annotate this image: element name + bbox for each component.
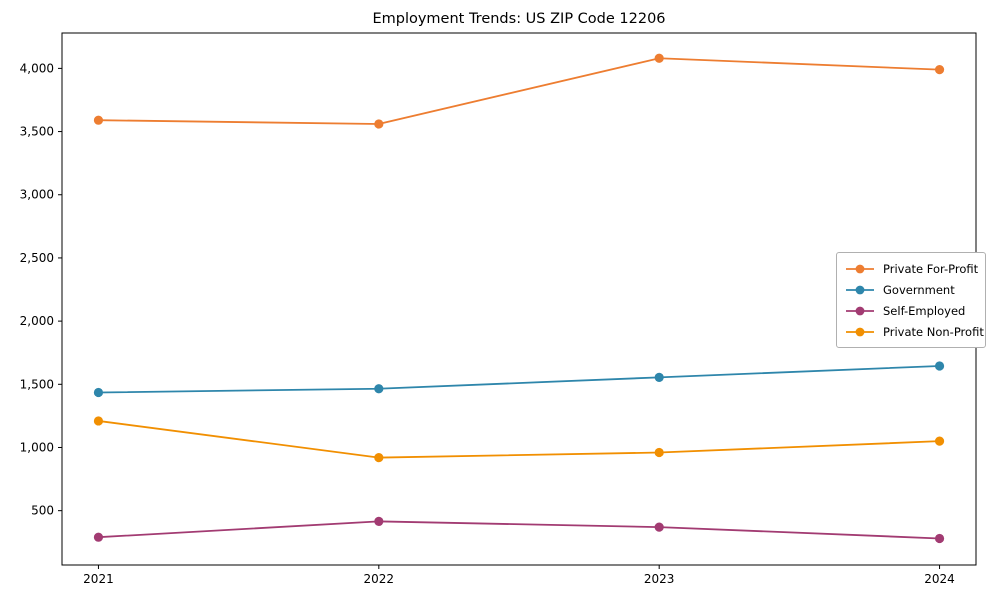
data-point bbox=[93, 416, 104, 426]
x-tick-label: 2022 bbox=[364, 572, 395, 586]
data-point bbox=[934, 533, 945, 544]
x-tick-label: 2023 bbox=[644, 572, 675, 586]
y-tick-label: 3,500 bbox=[20, 125, 54, 139]
y-tick-label: 1,500 bbox=[20, 377, 54, 391]
data-point bbox=[934, 361, 945, 371]
legend-line-marker-icon bbox=[846, 306, 874, 315]
data-point bbox=[374, 452, 384, 463]
legend-item-self-employed: Self-Employed bbox=[845, 300, 977, 321]
data-point bbox=[654, 372, 664, 382]
data-point bbox=[654, 53, 664, 63]
legend-item-private-non-profit: Private Non-Profit bbox=[845, 321, 984, 342]
series-line-private-non-profit bbox=[98, 420, 940, 459]
legend-item-private-for-profit: Private For-Profit bbox=[845, 258, 979, 279]
y-tick-label: 2,000 bbox=[20, 314, 54, 328]
series-line-government bbox=[98, 365, 940, 394]
data-point bbox=[93, 532, 104, 542]
x-tick-label: 2024 bbox=[924, 572, 955, 586]
legend-label: Self-Employed bbox=[883, 303, 966, 318]
legend-item-government: Government bbox=[845, 279, 977, 300]
series-line-self-employed bbox=[98, 520, 940, 540]
legend-label: Government bbox=[883, 282, 955, 297]
legend: Private For-Profit Government Self-Employe… bbox=[836, 252, 986, 348]
data-point bbox=[93, 387, 104, 398]
data-point bbox=[374, 119, 384, 129]
data-point bbox=[934, 436, 945, 446]
legend-label: Private For-Profit bbox=[883, 261, 979, 276]
data-point bbox=[93, 115, 104, 125]
y-tick-label: 3,000 bbox=[20, 188, 54, 202]
y-tick-label: 4,000 bbox=[20, 61, 54, 75]
legend-line-marker-icon bbox=[846, 327, 874, 336]
data-point bbox=[374, 384, 384, 394]
legend-line-marker-icon bbox=[846, 264, 874, 273]
y-tick-label: 2,500 bbox=[20, 251, 54, 265]
y-tick-label: 1,000 bbox=[20, 440, 54, 454]
x-tick-label: 2021 bbox=[83, 572, 114, 586]
data-point bbox=[934, 65, 945, 75]
data-point bbox=[654, 522, 664, 532]
y-tick-label: 500 bbox=[31, 504, 54, 518]
legend-label: Private Non-Profit bbox=[883, 324, 984, 339]
data-point bbox=[374, 516, 384, 527]
data-point bbox=[654, 447, 664, 458]
series-line-private-for-profit bbox=[98, 57, 940, 125]
legend-line-marker-icon bbox=[846, 285, 874, 294]
chart-title: Employment Trends: US ZIP Code 12206 bbox=[372, 11, 666, 27]
